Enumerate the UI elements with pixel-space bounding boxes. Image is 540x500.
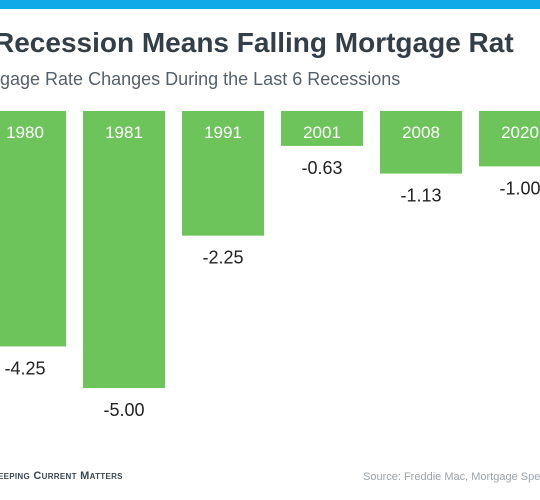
value-label-2020: -1.00	[499, 178, 540, 198]
chart-title: Recession Means Falling Mortgage Rat	[0, 27, 514, 58]
category-label-2008: 2008	[402, 123, 440, 142]
top-accent-band	[0, 0, 540, 9]
bar-2008	[380, 111, 462, 174]
bar-1981	[83, 111, 165, 388]
value-label-2001: -0.63	[301, 158, 342, 178]
source-note: Source: Freddie Mac, Mortgage Spe	[363, 471, 540, 483]
category-label-1980: 1980	[6, 123, 44, 142]
bar-2001	[281, 111, 363, 146]
bar-1991	[182, 111, 264, 236]
value-label-1981: -5.00	[103, 400, 144, 420]
bar-2020	[479, 111, 540, 167]
category-label-2020: 2020	[501, 123, 539, 142]
bar-1980	[0, 111, 66, 347]
category-label-2001: 2001	[303, 123, 341, 142]
brand-logo-text: eeping Current Matters	[0, 470, 123, 482]
category-label-1991: 1991	[204, 123, 242, 142]
category-label-1981: 1981	[105, 123, 143, 142]
value-label-1980: -4.25	[4, 358, 45, 378]
chart-subtitle: tgage Rate Changes During the Last 6 Rec…	[0, 69, 401, 89]
value-label-1991: -2.25	[202, 248, 243, 268]
value-label-2008: -1.13	[400, 186, 441, 206]
